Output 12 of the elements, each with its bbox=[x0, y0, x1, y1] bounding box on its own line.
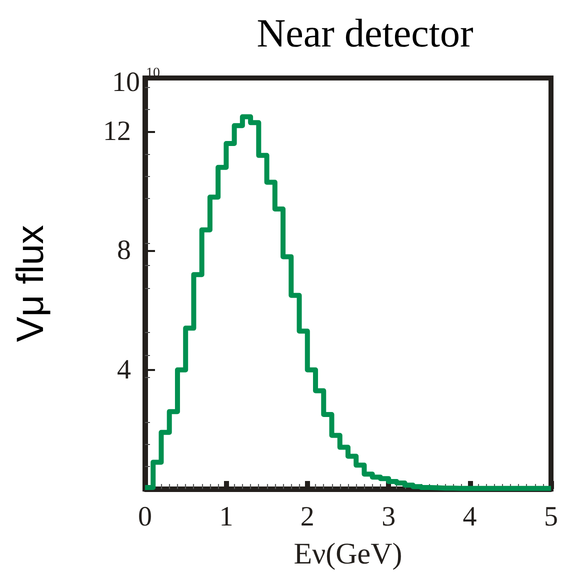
chart-title: Near detector bbox=[256, 10, 474, 56]
x-tick-label: 4 bbox=[462, 502, 477, 532]
x-axis-title: Eν(GeV) bbox=[294, 538, 402, 570]
x-tick-label: 3 bbox=[382, 502, 396, 532]
x-tick-label: 0 bbox=[138, 502, 152, 532]
x-tick-label: 5 bbox=[544, 502, 558, 532]
x-tick-label: 1 bbox=[219, 502, 234, 532]
y-tick-label: 4 bbox=[117, 354, 131, 386]
x-tick-label: 2 bbox=[300, 502, 314, 532]
y-tick-label: 12 bbox=[103, 116, 131, 148]
y-tick-label: 8 bbox=[117, 235, 131, 266]
y-axis-title: Vμ flux bbox=[10, 225, 52, 342]
